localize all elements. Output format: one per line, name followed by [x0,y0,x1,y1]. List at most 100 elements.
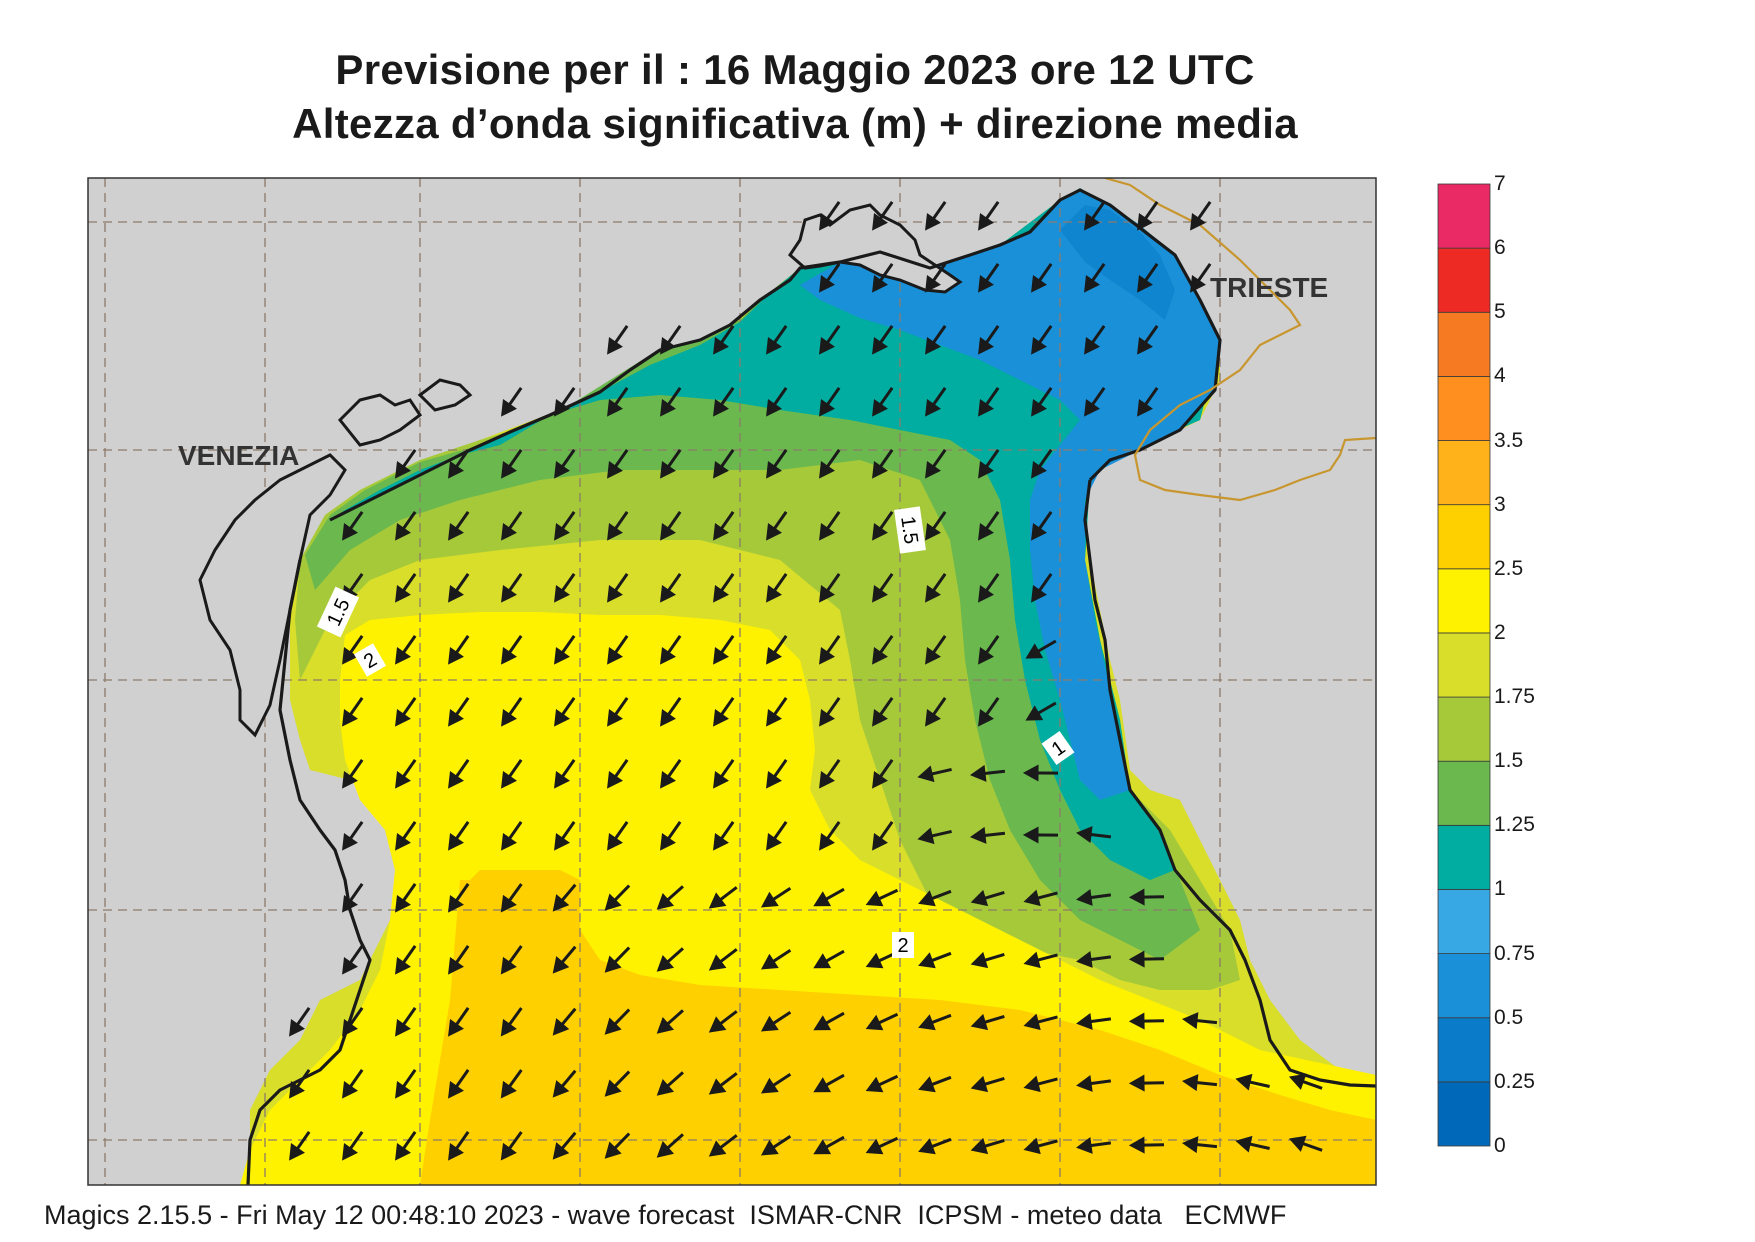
wave-arrow [1084,387,1106,417]
wave-arrow [1022,764,1059,782]
wave-arrow [713,449,735,479]
wave-arrow [766,387,788,417]
colorbar-swatch [1437,247,1491,313]
colorbar-tick-label: 3 [1494,492,1506,516]
wave-arrow [708,1134,738,1157]
colorbar-tick-label: 0.75 [1494,941,1535,965]
wave-arrow [819,635,841,665]
wave-arrow [501,697,523,727]
wave-arrow [448,635,470,665]
colorbar-swatch [1437,824,1491,890]
wave-arrow [554,635,576,665]
wave-arrow [872,387,894,417]
wave-arrow [1076,1013,1112,1030]
wave-arrow [342,635,364,665]
wave-arrow [448,511,470,541]
wave-arrow [766,325,788,355]
wave-arrow [289,1007,311,1037]
wave-arrow [395,511,417,541]
wave-arrow [554,697,576,727]
wave-arrow [342,945,364,975]
border-line [1104,178,1376,502]
wave-arrow [604,946,631,973]
wave-arrow [925,697,947,727]
wave-arrow [978,387,1000,417]
wave-arrow [501,759,523,789]
wave-arrow [342,697,364,727]
wave-arrow [708,948,738,971]
place-label-venezia: VENEZIA [178,440,299,471]
colorbar-swatch [1437,375,1491,441]
wave-arrow [552,1069,577,1098]
wave-arrow [978,201,1000,231]
wave-arrow [501,635,523,665]
wave-arrow [872,821,894,851]
wave-arrow [395,1131,417,1161]
colorbar-swatch [1437,632,1491,698]
map-subtitle: Altezza d’onda significativa (m) + direz… [292,100,1298,147]
wave-arrow [819,449,841,479]
wave-arrow [554,449,576,479]
wave-arrow [660,511,682,541]
wave-arrow [395,635,417,665]
colorbar-swatch [1437,760,1491,826]
wave-arrow [656,947,684,972]
wave-arrow [813,1011,845,1031]
wave-arrow [872,325,894,355]
wave-arrow [604,1070,631,1097]
colorbar-tick-label: 5 [1494,300,1506,324]
wave-arrow [395,1069,417,1099]
wave-arrow [395,945,417,975]
wave-arrow [395,697,417,727]
wave-arrow [819,201,841,231]
wave-arrow [448,573,470,603]
wave-arrow [500,1007,523,1037]
wave-arrow [607,821,629,851]
colorbar-tick-label: 1.75 [1494,685,1535,709]
wave-arrow [554,573,576,603]
wave-arrow [925,325,947,355]
wave-arrow [448,883,470,913]
wave-arrow [342,759,364,789]
wave-arrow [448,759,470,789]
contour-labels: 1.5 2 1.5 1 2 [316,506,1075,958]
wave-arrow [819,821,841,851]
wave-arrow [713,821,735,851]
wave-arrow [766,635,788,665]
wave-arrow [1128,888,1165,906]
wave-arrow [607,759,629,789]
wave-arrow [1076,1137,1112,1154]
wave-arrow [872,449,894,479]
graticule [88,178,1376,1185]
wave-arrow [970,1013,1005,1031]
wave-arrow [500,1131,523,1161]
place-label-trieste: TRIESTE [1210,272,1328,303]
wave-arrow [760,948,792,970]
colorbar-swatch [1437,440,1491,506]
wave-arrow [448,1007,470,1037]
wave-arrow [918,889,952,907]
wave-arrow [501,573,523,603]
contour-label-2-south: 2 [897,935,908,957]
wave-arrow [500,883,523,913]
wave-arrow [1128,1136,1165,1154]
wave-arrow [395,1007,417,1037]
wave-arrow [917,765,952,783]
wave-arrow [500,1069,523,1099]
wave-arrow [395,449,417,479]
wave-arrow [708,1072,738,1095]
wave-arrow [865,888,899,907]
wave-arrow [552,1131,577,1160]
wave-arrow [501,387,523,417]
wave-arrow [713,573,735,603]
wave-arrow [969,826,1006,844]
wave-arrow [607,697,629,727]
wave-arrow [1084,263,1106,293]
wave-arrow [813,887,845,907]
wave-arrow [1190,263,1212,293]
wave-arrow [813,1135,845,1155]
wave-arrow [925,263,947,293]
wave-arrow [1031,449,1053,479]
wave-arrow [813,949,845,969]
wave-arrow [448,697,470,727]
